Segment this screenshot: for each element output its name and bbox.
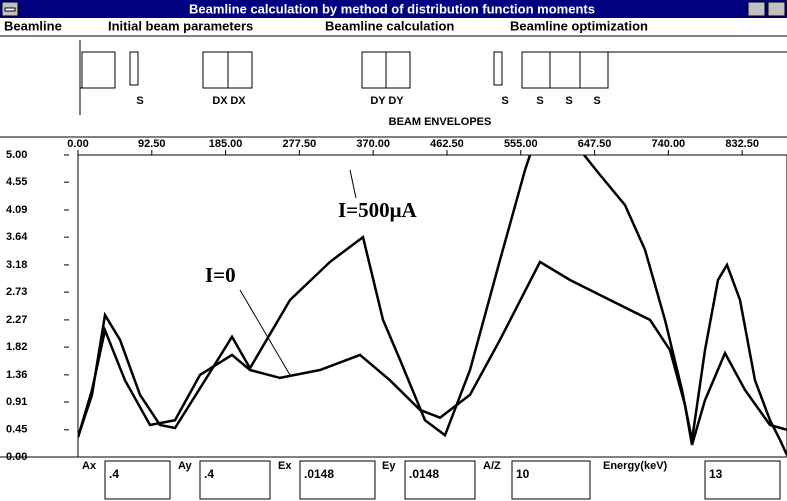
x-tick-label: 185.00 <box>209 138 243 150</box>
element-label: S <box>501 95 508 107</box>
x-tick-label: 740.00 <box>652 138 686 150</box>
element-label: S <box>136 95 143 107</box>
y-tick-label: 0.91 <box>6 396 27 408</box>
menu-item[interactable]: Initial beam parameters <box>108 18 253 33</box>
param-label: Ex <box>278 460 292 472</box>
param-label: Ey <box>382 460 396 472</box>
param-input[interactable] <box>704 460 781 500</box>
beamline-element <box>385 51 411 89</box>
menu-item[interactable]: Beamline optimization <box>510 18 648 33</box>
plot-frame <box>77 154 787 458</box>
plot-area <box>78 155 787 456</box>
x-tick-label: 462.50 <box>430 138 464 150</box>
x-tick-label: 832.50 <box>725 138 759 150</box>
beamline-element <box>361 51 387 89</box>
element-label: DY <box>370 95 386 107</box>
title-bar <box>0 0 787 18</box>
element-label: S <box>565 95 572 107</box>
beamline-element <box>129 51 139 86</box>
beamline-element <box>521 51 551 89</box>
param-input[interactable] <box>104 460 171 500</box>
beamline-element <box>202 51 229 89</box>
element-label: DX <box>212 95 228 107</box>
param-input[interactable] <box>199 460 271 500</box>
y-tick-label: 2.73 <box>6 286 27 298</box>
y-tick-label: 0.45 <box>6 424 27 436</box>
y-tick-label: 1.82 <box>6 341 27 353</box>
menu-item[interactable]: Beamline <box>4 18 62 33</box>
beamline-element <box>579 51 609 89</box>
x-tick-label: 647.50 <box>578 138 612 150</box>
menu-item[interactable]: Beamline calculation <box>325 18 454 33</box>
y-tick-label: 4.55 <box>6 176 27 188</box>
param-value: 10 <box>516 467 530 481</box>
y-tick-label: 1.36 <box>6 369 27 381</box>
window-title: Beamline calculation by method of distri… <box>189 1 595 16</box>
beamline-element <box>493 51 503 86</box>
param-label: Ax <box>82 460 97 472</box>
series-label: I=500μA <box>338 198 418 222</box>
system-menu-icon <box>4 7 16 12</box>
element-label: DX <box>230 95 246 107</box>
param-label: A/Z <box>483 460 501 472</box>
minimize-button[interactable] <box>747 1 766 17</box>
annotation-leader <box>239 289 291 376</box>
envelope-line <box>78 260 787 446</box>
beamline-tail <box>607 51 787 88</box>
envelope-line <box>78 155 787 456</box>
param-value: 13 <box>709 467 723 481</box>
x-tick-label: 370.00 <box>356 138 390 150</box>
y-tick-label: 3.18 <box>6 259 27 271</box>
annotation-leader <box>349 169 357 199</box>
param-input[interactable] <box>299 460 376 500</box>
param-value: .0148 <box>304 467 334 481</box>
param-input[interactable] <box>404 460 476 500</box>
param-input[interactable] <box>511 460 591 500</box>
element-label: S <box>593 95 600 107</box>
x-tick-label: 0.00 <box>67 138 88 150</box>
element-label: DY <box>388 95 404 107</box>
param-label: Ay <box>178 460 193 472</box>
param-value: .4 <box>204 467 214 481</box>
y-tick-label: 5.00 <box>6 149 27 161</box>
element-label: S <box>536 95 543 107</box>
beamline-element <box>81 51 116 89</box>
y-tick-label: 4.09 <box>6 204 27 216</box>
series-label: I=0 <box>205 263 236 287</box>
param-value: .0148 <box>409 467 439 481</box>
y-tick-label: 0.00 <box>6 451 27 463</box>
param-label: Energy(keV) <box>603 460 668 472</box>
y-tick-label: 2.27 <box>6 314 27 326</box>
beamline-element <box>549 51 581 89</box>
x-tick-label: 92.50 <box>138 138 166 150</box>
param-value: .4 <box>109 467 119 481</box>
x-tick-label: 555.00 <box>504 138 538 150</box>
chart-title: BEAM ENVELOPES <box>389 116 492 128</box>
maximize-button[interactable] <box>767 1 786 17</box>
y-tick-label: 3.64 <box>6 231 28 243</box>
x-tick-label: 277.50 <box>283 138 317 150</box>
beamline-element <box>227 51 253 89</box>
